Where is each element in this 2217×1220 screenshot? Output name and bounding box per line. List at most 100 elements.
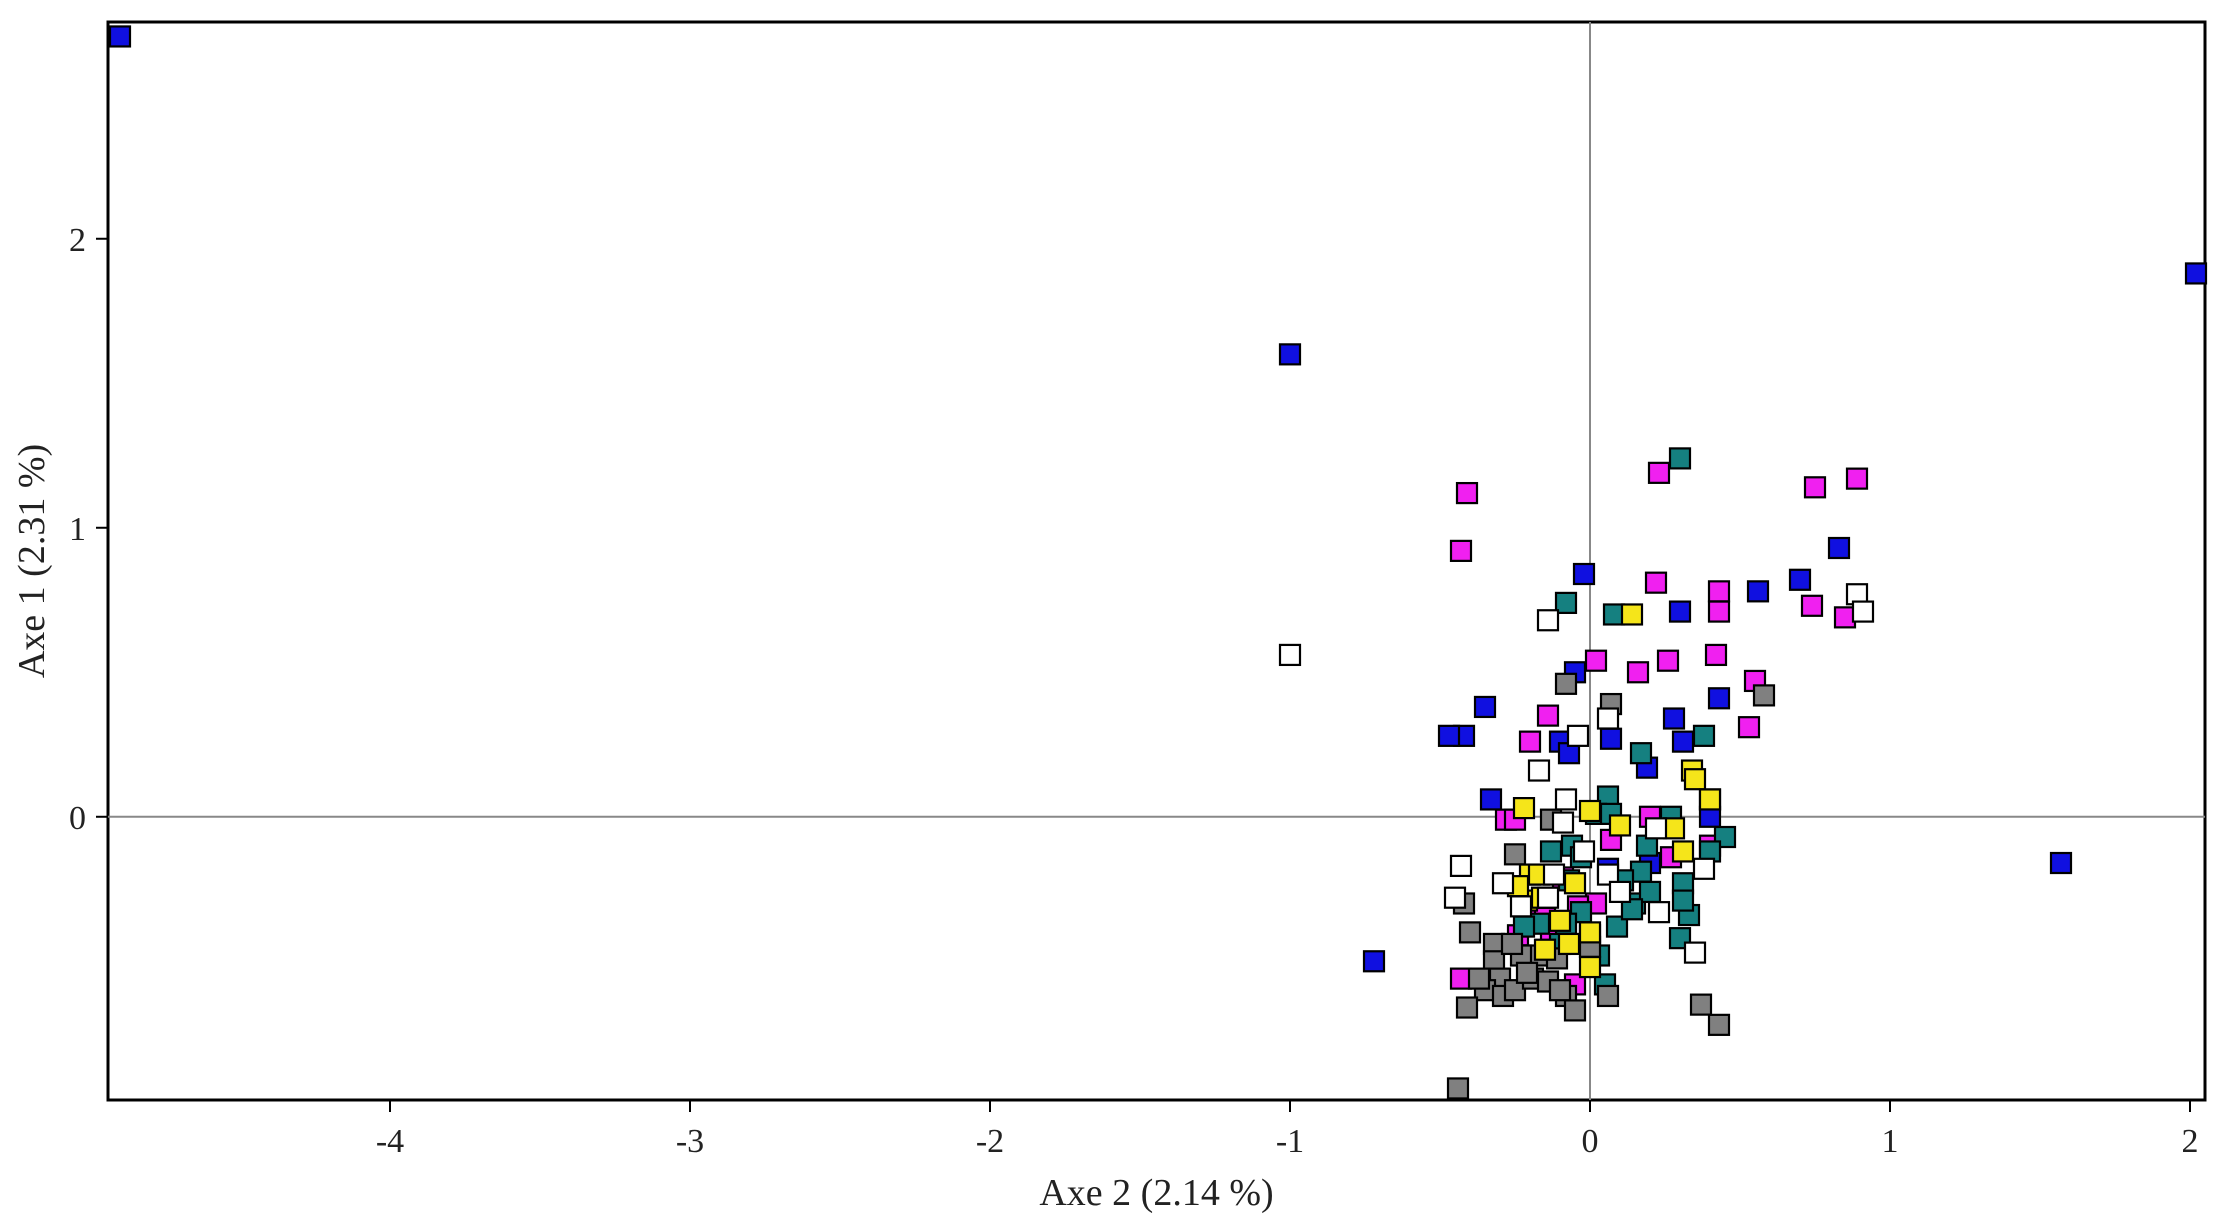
x-tick-label: -3: [676, 1123, 704, 1160]
scatter-point: [1647, 461, 1671, 484]
plot-frame: [106, 20, 2207, 1102]
y-axis-ticks: 0 1 2: [69, 222, 108, 837]
scatter-point: [1671, 889, 1695, 912]
plot-area: [106, 20, 2208, 1102]
scatter-point: [1551, 811, 1575, 834]
scatter-point: [1455, 481, 1479, 505]
scatter-point: [1515, 961, 1539, 984]
x-axis-ticks: -4 -3 -2 -1 0 1 2: [376, 1100, 2199, 1160]
scatter-point: [1536, 609, 1560, 632]
scatter-point: [1446, 1077, 1470, 1100]
scatter-point: [1443, 886, 1467, 909]
scatter-point: [1683, 768, 1707, 791]
scatter-point: [1707, 580, 1731, 603]
scatter-point: [2184, 262, 2208, 285]
scatter-point: [1548, 909, 1572, 932]
scatter-point: [1692, 857, 1716, 880]
scatter-point: [1458, 921, 1482, 944]
scatter-point: [1437, 724, 1461, 747]
scatter-point: [1584, 649, 1608, 672]
scatter-point: [1563, 872, 1587, 895]
x-tick-label: 0: [1582, 1123, 1599, 1160]
scatter-point: [1518, 730, 1542, 753]
scatter-point: [1845, 467, 1869, 490]
scatter-point: [2049, 851, 2073, 875]
x-tick-label: 1: [1882, 1123, 1899, 1160]
scatter-point: [1704, 643, 1728, 667]
scatter-point: [1536, 886, 1560, 909]
x-tick-label: -2: [976, 1123, 1004, 1160]
scatter-point: [1572, 562, 1596, 586]
scatter-point: [1644, 571, 1668, 594]
y-tick-label: 1: [69, 511, 86, 548]
scatter-point: [1542, 863, 1566, 886]
scatter-point: [1620, 603, 1644, 626]
scatter-point: [1608, 880, 1632, 904]
scatter-point: [1527, 759, 1551, 782]
scatter-point: [1707, 687, 1731, 710]
scatter-point: [1536, 704, 1560, 727]
y-tick-label: 2: [69, 222, 86, 259]
scatter-point: [1548, 979, 1572, 1002]
scatter-point: [1566, 724, 1590, 747]
scatter-point: [1608, 814, 1632, 837]
scatter-point: [1656, 649, 1680, 672]
scatter-point: [1554, 672, 1578, 695]
y-axis-title: Axe 1 (2.31 %): [11, 444, 53, 678]
scatter-point: [1707, 1013, 1731, 1036]
scatter-point: [1554, 591, 1578, 615]
scatter-point: [1512, 797, 1536, 820]
scatter-point: [1578, 799, 1602, 823]
scatter-point: [1599, 727, 1623, 750]
scatter-point: [1503, 979, 1527, 1002]
scatter-point: [1698, 788, 1722, 811]
scatter-point: [1503, 843, 1527, 866]
y-tick-label: 0: [69, 800, 86, 837]
scatter-point: [1557, 932, 1581, 956]
scatter-point: [1605, 915, 1629, 938]
scatter-point: [1662, 707, 1686, 730]
scatter-point: [1455, 996, 1479, 1019]
scatter-point: [1563, 999, 1587, 1022]
scatter-point: [1626, 661, 1650, 684]
scatter-point: [1467, 967, 1491, 990]
scatter-point: [1596, 863, 1620, 886]
scatter-point: [1362, 950, 1386, 973]
scatter-point: [1671, 730, 1695, 753]
scatter-point: [1596, 707, 1620, 730]
scatter-point: [1278, 343, 1302, 366]
scatter-point: [1827, 536, 1851, 560]
scatter-point: [1668, 600, 1692, 623]
scatter-point: [1737, 716, 1761, 739]
data-points: [108, 25, 2208, 1100]
scatter-point: [1578, 955, 1602, 979]
scatter-point: [1572, 840, 1596, 863]
scatter-point: [1752, 684, 1776, 707]
scatter-point: [1629, 742, 1653, 765]
x-axis-title: Axe 2 (2.14 %): [1039, 1172, 1273, 1214]
x-tick-label: 2: [2182, 1123, 2199, 1160]
scatter-point: [1473, 695, 1497, 719]
scatter-point: [1746, 580, 1770, 603]
scatter-point: [1491, 872, 1515, 895]
scatter-point: [1647, 901, 1671, 924]
scatter-point: [1278, 643, 1302, 667]
scatter-point: [1578, 921, 1602, 944]
scatter-point: [1671, 840, 1695, 863]
scatter-point: [1500, 932, 1524, 956]
scatter-point: [108, 25, 132, 48]
scatter-point: [1596, 984, 1620, 1008]
scatter-point: [1851, 600, 1875, 623]
scatter-point: [1683, 941, 1707, 964]
scatter-point: [1554, 788, 1578, 811]
scatter-point: [1803, 476, 1827, 499]
x-tick-label: -4: [376, 1123, 404, 1160]
scatter-point: [1668, 447, 1692, 470]
scatter-point: [1692, 724, 1716, 747]
scatter-point: [1644, 817, 1668, 840]
scatter-point: [1479, 788, 1503, 811]
scatter-point: [1620, 898, 1644, 921]
scatter-point: [1449, 854, 1473, 878]
scatter-point: [1509, 895, 1533, 918]
